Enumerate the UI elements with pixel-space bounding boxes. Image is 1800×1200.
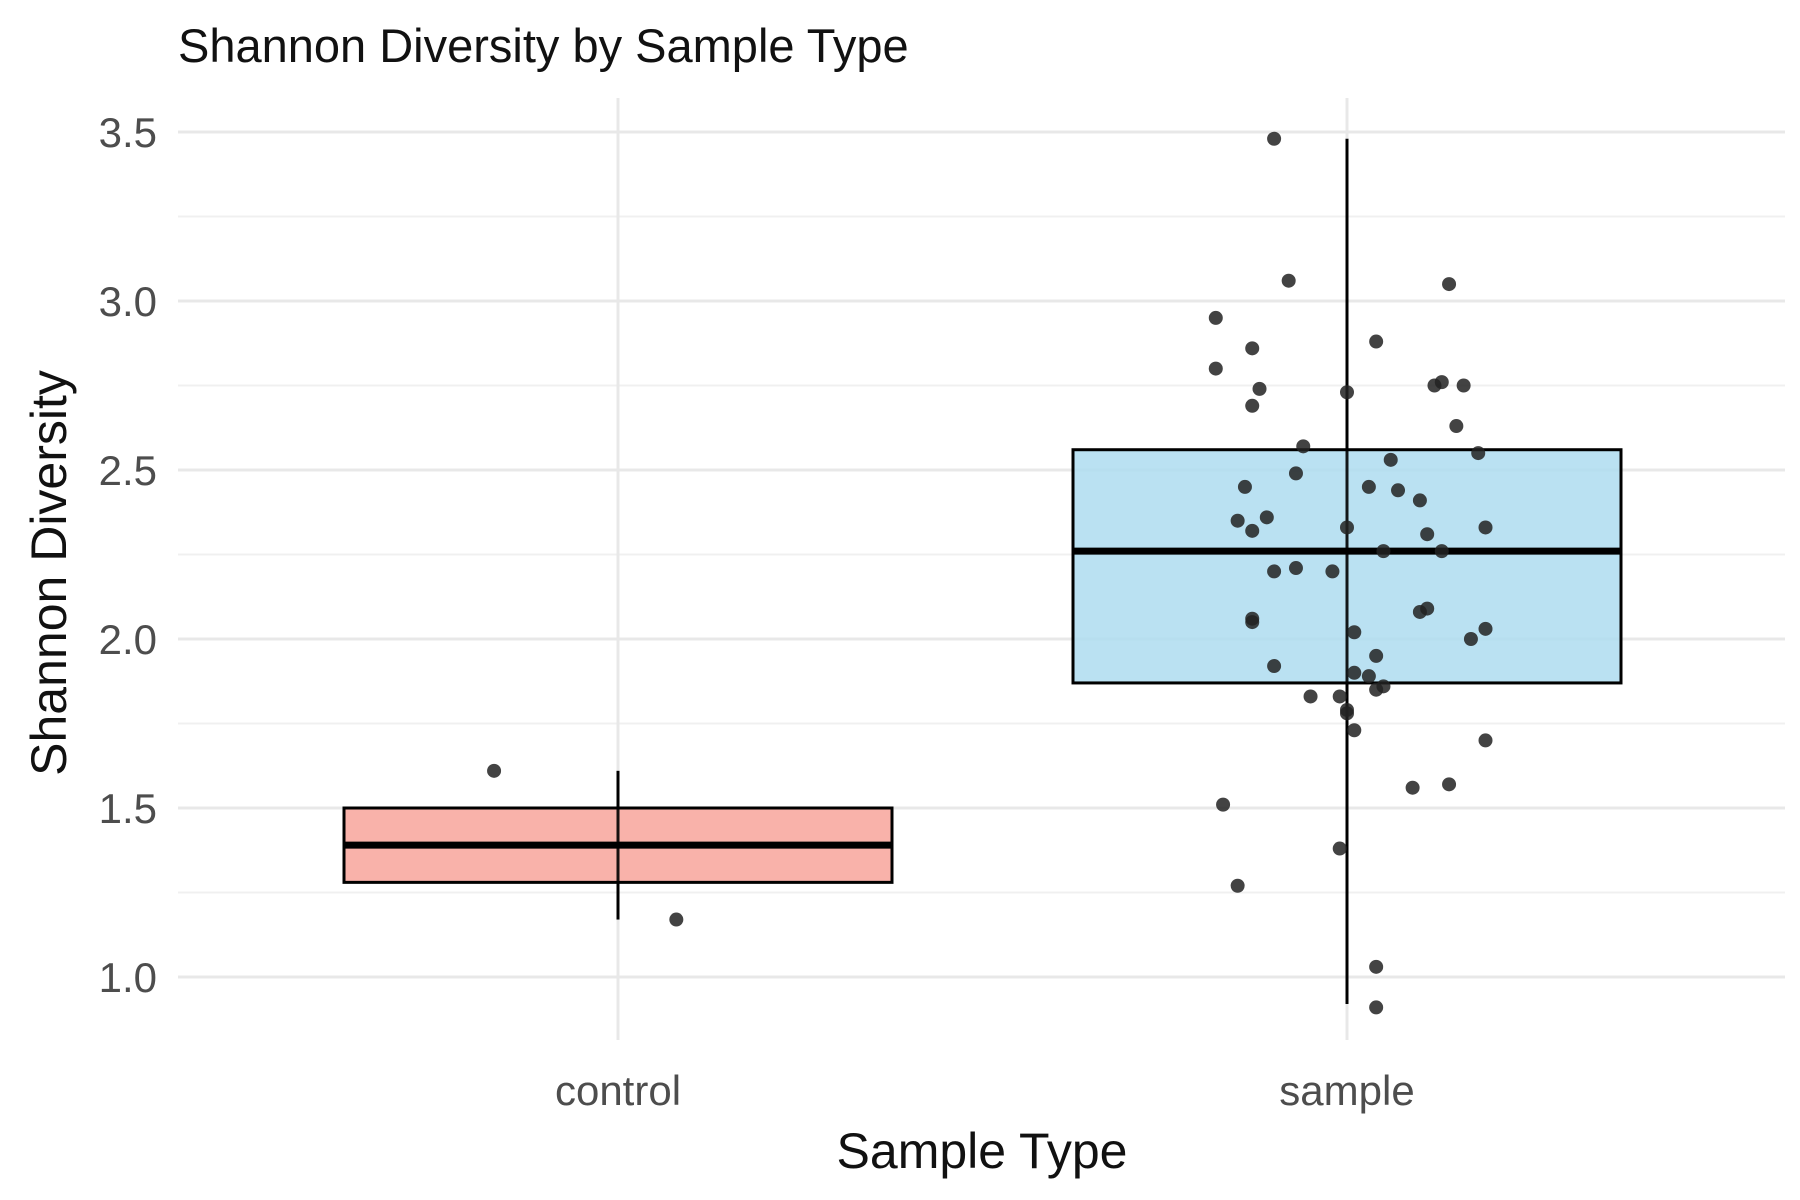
chart-title: Shannon Diversity by Sample Type: [178, 19, 909, 72]
data-point-sample: [1303, 689, 1318, 704]
data-point-sample: [1478, 520, 1493, 535]
data-point-sample: [1252, 381, 1267, 396]
data-point-sample: [1245, 341, 1260, 356]
data-point-sample: [1383, 452, 1398, 467]
data-point-sample: [1449, 419, 1464, 434]
data-point-sample: [1340, 520, 1354, 535]
data-point-sample: [1332, 689, 1347, 704]
data-point-sample: [1463, 632, 1478, 646]
data-point-sample: [1420, 527, 1435, 542]
data-point-sample: [1369, 648, 1384, 663]
y-tick-label: 1.0: [99, 954, 157, 1001]
data-point-sample: [1456, 378, 1471, 393]
data-point-sample: [1267, 564, 1282, 579]
data-point-sample: [1230, 513, 1245, 528]
data-point-sample: [1471, 446, 1486, 461]
data-point-control: [669, 912, 684, 927]
box-layer: [342, 138, 1623, 1005]
data-point-sample: [1412, 604, 1427, 619]
data-point-sample: [1361, 479, 1376, 494]
data-point-sample: [1369, 334, 1384, 349]
data-point-sample: [1245, 398, 1260, 413]
data-point-sample: [1340, 706, 1354, 721]
data-point-sample: [1434, 544, 1449, 559]
data-point-sample: [1208, 361, 1223, 376]
y-tick-label: 3.0: [99, 278, 157, 325]
data-point-sample: [1391, 483, 1406, 498]
data-point-sample: [1442, 777, 1457, 792]
tick-layer: 1.0 1.5 2.0 2.5 3.0 3.5 control sample: [99, 109, 1415, 1114]
data-point-sample: [1340, 385, 1354, 400]
data-point-sample: [1347, 665, 1362, 680]
data-point-sample: [1347, 723, 1362, 738]
data-point-sample: [1230, 878, 1245, 893]
data-point-sample: [1369, 1000, 1384, 1015]
x-axis-title: Sample Type: [837, 1123, 1128, 1179]
data-point-sample: [1267, 131, 1282, 146]
y-tick-label: 2.0: [99, 616, 157, 663]
data-point-control: [487, 763, 502, 778]
data-point-sample: [1288, 466, 1303, 481]
data-point-sample: [1347, 625, 1362, 640]
data-point-sample: [1281, 273, 1296, 288]
data-point-sample: [1325, 564, 1340, 579]
data-point-sample: [1296, 439, 1311, 454]
data-point-sample: [1208, 310, 1223, 325]
data-point-sample: [1288, 561, 1303, 576]
y-axis-title: Shannon Diversity: [21, 370, 77, 776]
x-tick-label-sample: sample: [1279, 1067, 1414, 1114]
data-point-sample: [1216, 797, 1231, 812]
data-point-sample: [1405, 780, 1420, 795]
data-point-sample: [1369, 682, 1384, 697]
y-tick-label: 3.5: [99, 109, 157, 156]
data-point-sample: [1245, 523, 1260, 538]
data-point-sample: [1427, 378, 1442, 393]
data-point-sample: [1369, 959, 1384, 974]
point-layer: [487, 131, 1493, 1015]
x-tick-label-control: control: [555, 1067, 681, 1114]
data-point-sample: [1442, 277, 1457, 292]
data-point-sample: [1478, 733, 1493, 748]
y-tick-label: 1.5: [99, 785, 157, 832]
data-point-sample: [1259, 510, 1274, 525]
data-point-sample: [1361, 669, 1376, 684]
data-point-sample: [1245, 615, 1260, 630]
data-point-sample: [1332, 841, 1347, 856]
y-tick-label: 2.5: [99, 447, 157, 494]
data-point-sample: [1237, 479, 1252, 494]
data-point-sample: [1267, 659, 1282, 674]
data-point-sample: [1412, 493, 1427, 508]
data-point-sample: [1478, 621, 1493, 636]
data-point-sample: [1376, 544, 1391, 559]
